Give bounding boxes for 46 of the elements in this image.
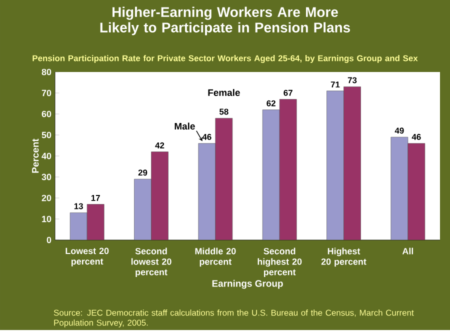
y-tick-label: 70 bbox=[42, 90, 52, 96]
y-tick-label: 30 bbox=[42, 174, 52, 180]
data-label: 42 bbox=[155, 142, 164, 148]
y-axis-title: Percent bbox=[32, 138, 39, 173]
bar bbox=[86, 204, 104, 240]
data-label: 17 bbox=[91, 195, 100, 201]
bar bbox=[70, 212, 88, 240]
data-label: 46 bbox=[412, 134, 421, 140]
y-tick-label: 40 bbox=[42, 152, 52, 160]
x-tick-label: Lowest 20 percent bbox=[66, 248, 109, 266]
y-tick-label: 50 bbox=[42, 132, 52, 138]
bar bbox=[279, 99, 297, 240]
data-label: 73 bbox=[348, 77, 357, 84]
y-tick-label: 10 bbox=[42, 216, 52, 222]
text: Female bbox=[208, 89, 240, 96]
data-label: 67 bbox=[284, 90, 292, 96]
x-tick-label: Highest 20 percent bbox=[321, 248, 366, 267]
bar bbox=[198, 143, 216, 240]
bar bbox=[151, 152, 168, 240]
x-tick-label: Second highest 20 percent bbox=[258, 248, 302, 278]
x-tick-label: Middle 20 percent bbox=[195, 248, 236, 267]
bar bbox=[408, 143, 426, 240]
bar bbox=[326, 90, 344, 240]
y-tick-label: 20 bbox=[42, 194, 52, 202]
data-label: 58 bbox=[219, 108, 228, 115]
chart-subtitle: Pension Participation Rate for Private Sector Workers Aged 25-64, by Earnings Group and Sex bbox=[32, 55, 418, 64]
bar bbox=[262, 110, 280, 240]
y-tick-label: 0 bbox=[46, 236, 52, 244]
data-label: 13 bbox=[74, 203, 83, 210]
y-tick-label: 80 bbox=[42, 68, 52, 76]
chart-title: Higher-Earning Workers Are More Likely to Participate in Pension Plans bbox=[100, 6, 350, 36]
data-label: 49 bbox=[394, 128, 404, 134]
x-tick-label: Second lowest 20 percent bbox=[131, 248, 172, 278]
data-label: 62 bbox=[266, 100, 276, 106]
source-note: Source: JEC Democratic staff calculations from the U.S. Bureau of the Census, March Current Population Survey, 2005. bbox=[54, 310, 414, 328]
data-label: 29 bbox=[138, 170, 148, 176]
data-label: 46 bbox=[202, 134, 212, 140]
series-label: Male bbox=[174, 122, 195, 130]
y-tick-label: 60 bbox=[42, 110, 52, 118]
data-label: 71 bbox=[330, 82, 340, 88]
x-tick-label: All bbox=[402, 248, 414, 254]
bar bbox=[134, 179, 152, 240]
bar bbox=[215, 118, 233, 240]
bar bbox=[344, 86, 361, 240]
x-axis-title: Earnings Group bbox=[212, 280, 283, 289]
bar bbox=[390, 137, 408, 240]
